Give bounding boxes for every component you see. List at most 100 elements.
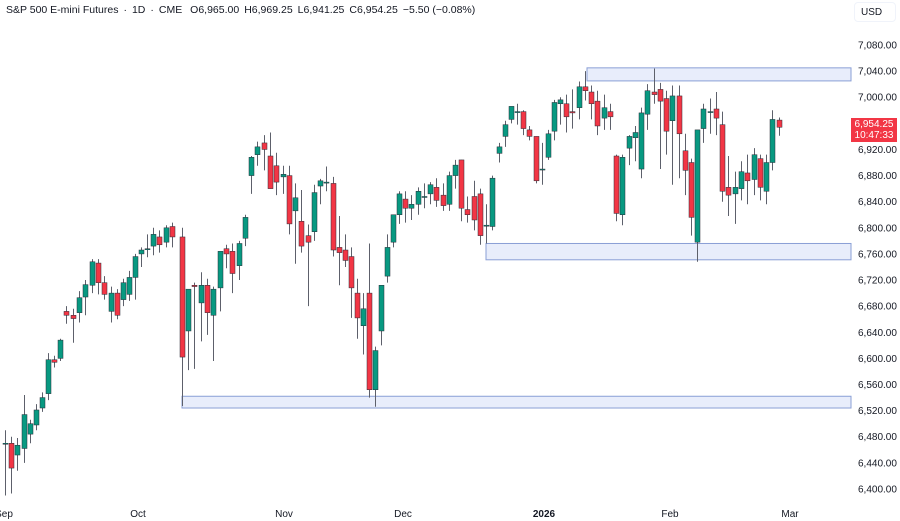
candle — [144, 234, 151, 258]
candles-layer — [2, 68, 783, 496]
candle — [464, 196, 471, 223]
ohlc-high: H6,969.25 — [244, 4, 293, 16]
candle — [508, 106, 515, 124]
candle — [496, 142, 503, 163]
support-zone-low[interactable] — [181, 395, 852, 409]
candle — [607, 103, 614, 130]
candle — [433, 178, 440, 207]
candle — [242, 214, 249, 247]
price-tick: 6,680.00 — [858, 302, 897, 313]
candle — [261, 135, 268, 171]
candle — [163, 225, 170, 248]
price-tick: 6,640.00 — [858, 328, 897, 339]
candle — [514, 103, 521, 125]
symbol-legend: S&P 500 E-mini Futures · 1D · CME O6,965.00 H… — [6, 4, 480, 16]
candle — [751, 148, 758, 196]
candle — [317, 178, 324, 205]
candle — [14, 438, 21, 471]
candle — [638, 107, 645, 179]
candle — [348, 247, 355, 318]
symbol-name[interactable]: S&P 500 E-mini Futures — [6, 4, 119, 16]
candle — [223, 244, 230, 269]
candle — [632, 125, 639, 162]
last-price: 6,954.25 — [854, 119, 894, 130]
candle — [458, 159, 465, 222]
candle — [323, 166, 330, 192]
price-tick: 6,920.00 — [858, 145, 897, 156]
candle — [217, 251, 224, 312]
candle — [89, 259, 96, 294]
candle — [179, 227, 186, 407]
candle — [63, 306, 70, 324]
candle — [719, 111, 726, 202]
candle — [372, 346, 379, 407]
candle — [21, 394, 28, 463]
candle — [688, 158, 695, 236]
price-axis[interactable]: 7,080.007,040.007,000.006,960.006,920.00… — [858, 41, 897, 496]
resistance-zone[interactable] — [586, 67, 852, 82]
candle — [415, 187, 422, 215]
candle — [582, 71, 589, 101]
currency-button[interactable]: USD — [854, 2, 896, 22]
candle — [408, 195, 415, 220]
candle — [776, 117, 783, 136]
candle — [169, 222, 176, 248]
candle — [82, 280, 89, 316]
support-zone-mid[interactable] — [485, 242, 852, 261]
candle — [520, 110, 527, 136]
price-tick: 6,840.00 — [858, 197, 897, 208]
price-tick: 6,400.00 — [858, 484, 897, 495]
candle — [51, 355, 58, 368]
candle — [378, 285, 385, 346]
candle — [440, 183, 447, 211]
candle — [757, 154, 764, 201]
candle — [551, 99, 558, 141]
candle — [191, 282, 198, 369]
candle — [644, 84, 651, 130]
candle — [254, 141, 261, 166]
interval[interactable]: 1D — [131, 4, 146, 16]
candle — [539, 142, 546, 185]
zones-layer — [181, 67, 852, 409]
candle — [267, 132, 274, 189]
price-tick: 6,760.00 — [858, 249, 897, 260]
candle — [471, 180, 478, 231]
candle — [707, 98, 714, 134]
time-tick: 2026 — [533, 509, 556, 520]
time-axis[interactable]: Sep Oct Nov Dec 2026 Feb Mar — [0, 509, 799, 520]
candle — [396, 191, 403, 224]
candle — [95, 259, 102, 295]
candle — [132, 253, 139, 300]
candle — [657, 82, 664, 170]
candle — [2, 430, 9, 496]
candle — [236, 240, 243, 281]
time-tick: Sep — [0, 509, 13, 520]
exchange: CME — [158, 4, 183, 16]
time-tick: Dec — [394, 509, 412, 520]
time-tick: Oct — [130, 509, 146, 520]
candle — [763, 154, 770, 205]
candle — [273, 152, 280, 196]
candle — [682, 133, 689, 196]
candle — [108, 286, 115, 323]
candle — [33, 404, 40, 431]
candle — [114, 289, 121, 320]
candle — [330, 176, 337, 257]
candle — [384, 234, 391, 283]
candle — [354, 278, 361, 339]
price-tick: 6,800.00 — [858, 223, 897, 234]
price-tick: 6,560.00 — [858, 380, 897, 391]
candle — [138, 247, 145, 267]
candle — [477, 188, 484, 245]
candle — [101, 276, 108, 300]
price-tick: 7,080.00 — [858, 41, 897, 52]
price-tick: 6,520.00 — [858, 406, 897, 417]
candle — [626, 135, 633, 166]
candle — [676, 85, 683, 179]
ohlc-low: L6,941.25 — [297, 4, 345, 16]
ohlc-close: C6,954.25 — [349, 4, 398, 16]
candle — [563, 94, 570, 133]
candle — [185, 288, 192, 371]
candle — [613, 154, 620, 222]
